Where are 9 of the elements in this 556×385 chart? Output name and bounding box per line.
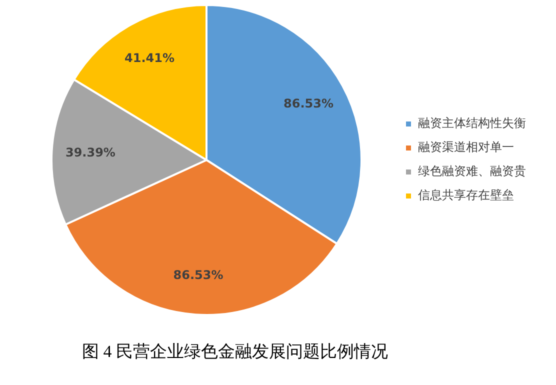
data-label: 86.53% [284,96,334,110]
legend-label: 信息共享存在壁垒 [418,188,514,202]
data-label: 39.39% [65,145,116,160]
legend-label: 融资主体结构性失衡 [418,116,526,130]
text: 图 4 民营企业绿色金融发展问题比例情况 [81,341,389,363]
legend-label: 融资渠道相对单一 [418,140,514,154]
data-label: 86.53% [173,268,224,282]
legend-label: 绿色融资难、融资贵 [418,164,526,178]
data-label: 41.41% [124,50,174,65]
